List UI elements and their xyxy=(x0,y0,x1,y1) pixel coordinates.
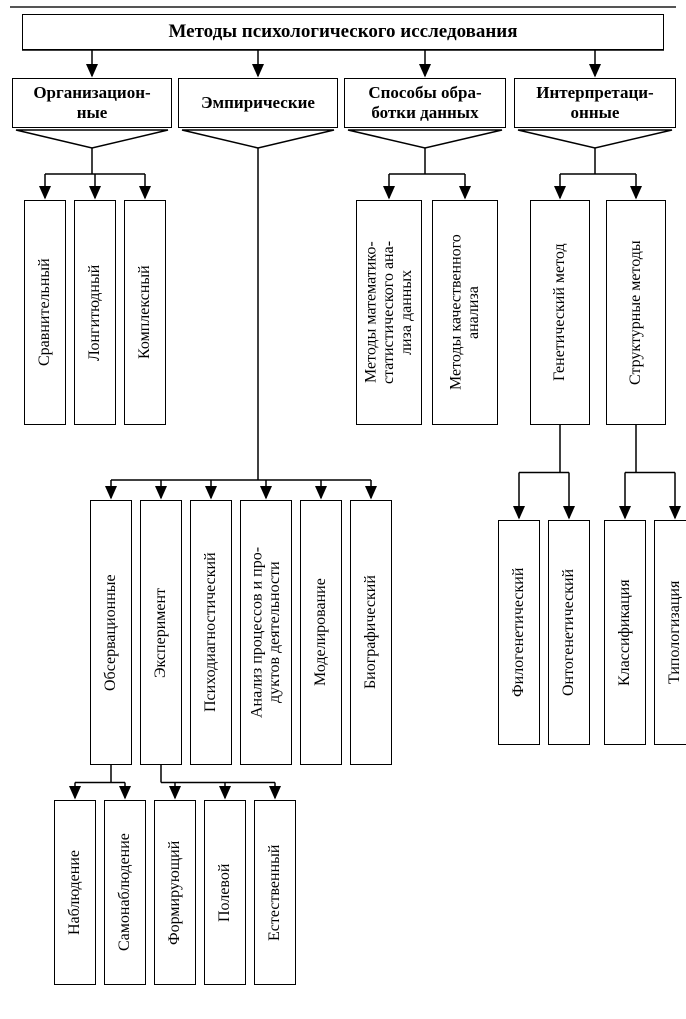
leaf-biographical: Биографический xyxy=(350,500,392,765)
leaf-psychodiagnostic: Психодиагностический xyxy=(190,500,232,765)
leaf-observational: Обсервационные xyxy=(90,500,132,765)
title-box: Методы психологического исследования xyxy=(22,14,664,50)
category-interpretive: Интерпретаци-онные xyxy=(514,78,676,128)
leaf-modeling: Моделирование xyxy=(300,500,342,765)
leaf-ontogenetic: Онтогенетический xyxy=(548,520,590,745)
leaf-natural: Естественный xyxy=(254,800,296,985)
leaf-qualitative: Методы качественногоанализа xyxy=(432,200,498,425)
leaf-forming: Формирующий xyxy=(154,800,196,985)
leaf-complex: Комплексный xyxy=(124,200,166,425)
category-empirical: Эмпирические xyxy=(178,78,338,128)
leaf-classification: Классификация xyxy=(604,520,646,745)
leaf-field: Полевой xyxy=(204,800,246,985)
leaf-structural: Структурные методы xyxy=(606,200,666,425)
title-text: Методы психологического исследования xyxy=(168,21,517,43)
leaf-typologization: Типологизация xyxy=(654,520,686,745)
category-processing: Способы обра-ботки данных xyxy=(344,78,506,128)
leaf-longitudinal: Лонгитюдный xyxy=(74,200,116,425)
leaf-phylogenetic: Филогенетический xyxy=(498,520,540,745)
leaf-activity-analysis: Анализ процессов и про-дуктов деятельнос… xyxy=(240,500,292,765)
category-organizational: Организацион-ные xyxy=(12,78,172,128)
leaf-genetic: Генетический метод xyxy=(530,200,590,425)
leaf-comparative: Сравнительный xyxy=(24,200,66,425)
leaf-math-stat: Методы математико-статистического ана-ли… xyxy=(356,200,422,425)
leaf-self-observation: Самонаблюдение xyxy=(104,800,146,985)
leaf-observation: Наблюдение xyxy=(54,800,96,985)
leaf-experiment: Эксперимент xyxy=(140,500,182,765)
